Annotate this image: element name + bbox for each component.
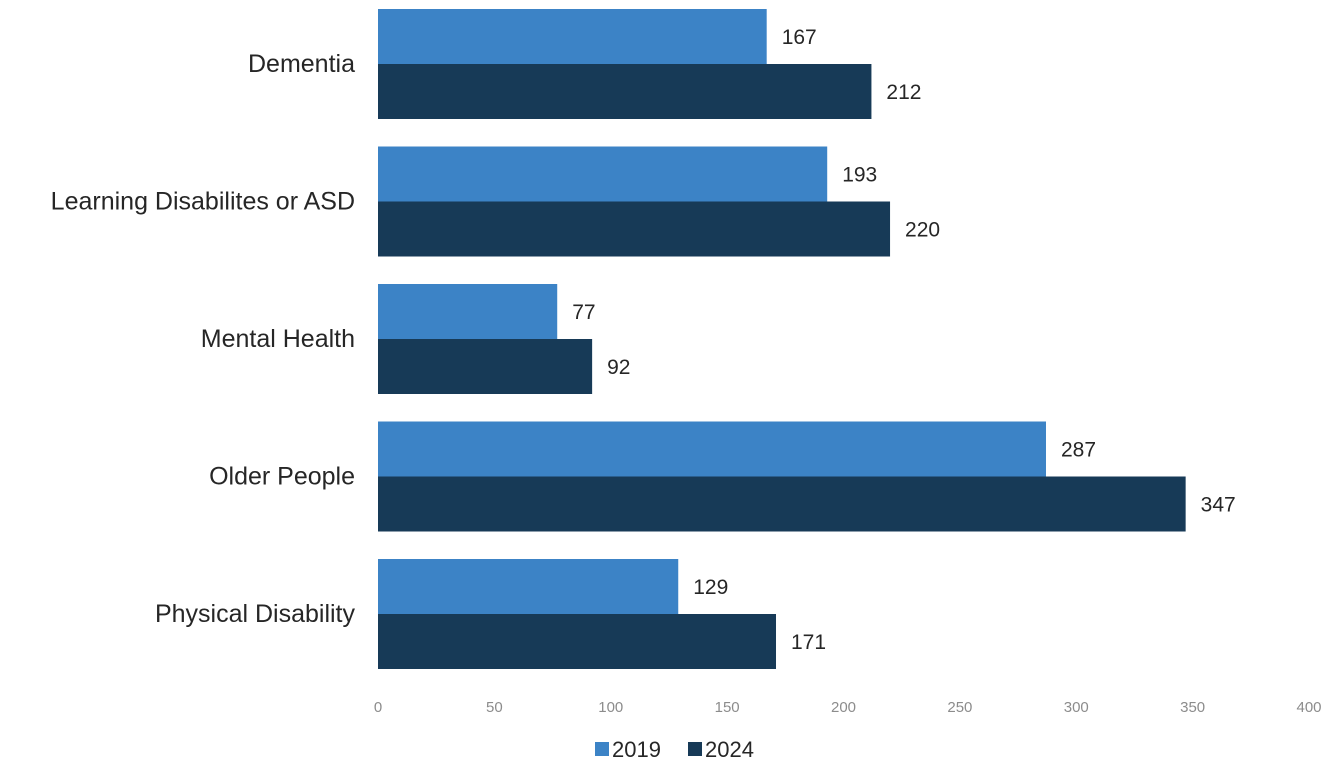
x-tick-label-50: 50 bbox=[486, 699, 503, 716]
legend-label-2019: 2019 bbox=[612, 737, 661, 762]
legend-swatch-2024 bbox=[688, 742, 702, 756]
bar-2024-mental-health bbox=[378, 339, 593, 394]
legend: 2019 2024 bbox=[595, 737, 754, 762]
data-label-2019-learning-disabilites-or-asd: 193 bbox=[842, 164, 877, 187]
data-label-2024-physical-disability: 171 bbox=[791, 631, 826, 654]
x-tick-label-300: 300 bbox=[1064, 699, 1089, 716]
x-tick-label-150: 150 bbox=[715, 699, 740, 716]
bar-2019-learning-disabilites-or-asd bbox=[378, 146, 828, 202]
data-label-2024-mental-health: 92 bbox=[607, 356, 630, 379]
x-tick-label-350: 350 bbox=[1180, 699, 1205, 716]
bar-2019-dementia bbox=[378, 9, 767, 64]
x-tick-label-200: 200 bbox=[831, 699, 856, 716]
bar-2019-physical-disability bbox=[378, 559, 679, 614]
bar-2024-learning-disabilites-or-asd bbox=[378, 201, 891, 257]
x-axis-ticks: 0 50 100 150 200 250 300 350 400 bbox=[374, 699, 1322, 716]
category-label-physical-disability: Physical Disability bbox=[155, 600, 356, 628]
category-labels: Dementia Learning Disabilites or ASD Menta… bbox=[51, 50, 356, 628]
bar-2024-physical-disability bbox=[378, 614, 777, 669]
bar-2024-dementia bbox=[378, 64, 872, 119]
data-label-2024-learning-disabilites-or-asd: 220 bbox=[905, 219, 940, 242]
data-label-2024-dementia: 212 bbox=[886, 81, 921, 104]
data-label-2019-mental-health: 77 bbox=[572, 301, 595, 324]
legend-label-2024: 2024 bbox=[705, 737, 754, 762]
data-label-2024-older-people: 347 bbox=[1201, 494, 1236, 517]
category-label-older-people: Older People bbox=[209, 463, 355, 491]
category-label-learning-disabilites-or-asd: Learning Disabilites or ASD bbox=[51, 188, 355, 216]
bar-2024-older-people bbox=[378, 476, 1186, 532]
category-label-mental-health: Mental Health bbox=[201, 325, 355, 353]
data-label-2019-older-people: 287 bbox=[1061, 439, 1096, 462]
bar-2019-older-people bbox=[378, 421, 1046, 477]
x-tick-label-0: 0 bbox=[374, 699, 382, 716]
x-tick-label-400: 400 bbox=[1296, 699, 1321, 716]
category-label-dementia: Dementia bbox=[248, 50, 355, 78]
x-tick-label-250: 250 bbox=[947, 699, 972, 716]
legend-swatch-2019 bbox=[595, 742, 609, 756]
value-labels: 167 212 193 220 77 92 287 347 129 171 bbox=[572, 26, 1235, 654]
bars-layer bbox=[378, 9, 1186, 669]
data-label-2019-dementia: 167 bbox=[782, 26, 817, 49]
bar-2019-mental-health bbox=[378, 284, 558, 339]
x-tick-label-100: 100 bbox=[598, 699, 623, 716]
data-label-2019-physical-disability: 129 bbox=[693, 576, 728, 599]
